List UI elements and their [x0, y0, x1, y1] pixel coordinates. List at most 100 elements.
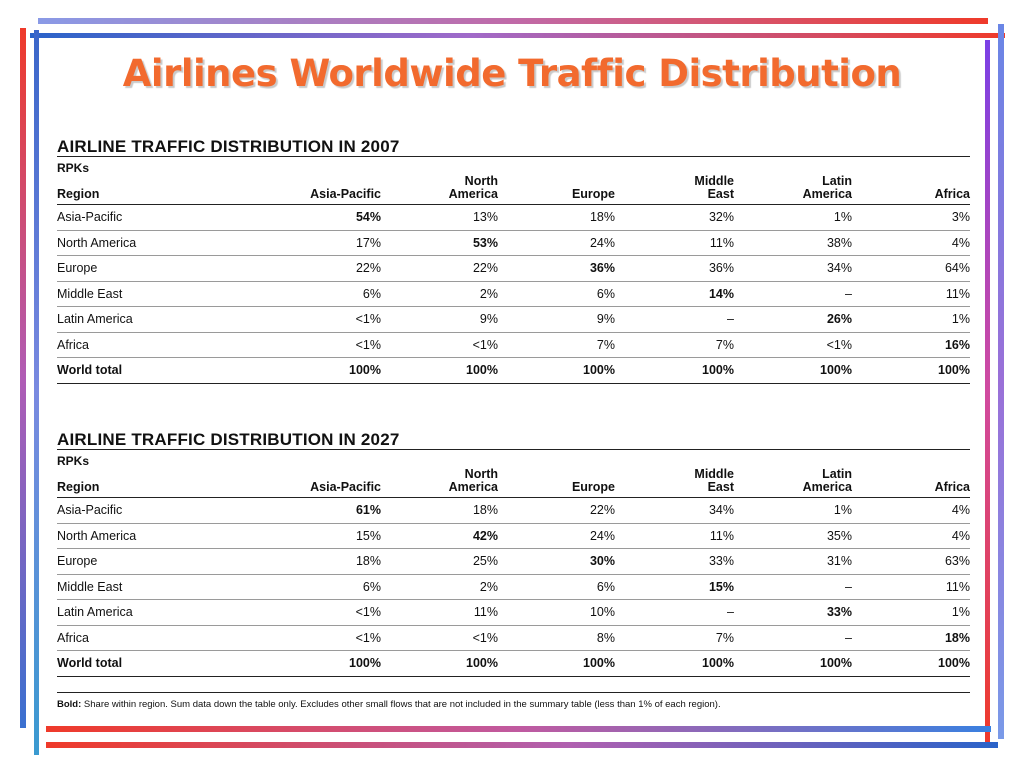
unit-label: RPKs	[57, 161, 90, 175]
table-cell: <1%	[249, 332, 381, 358]
row-region-label: Africa	[57, 625, 249, 651]
table-cell: 1%	[734, 497, 852, 524]
row-region-label: Europe	[57, 548, 249, 575]
traffic-table: Region Asia-Pacific North America Europe …	[57, 468, 970, 677]
table-cell: 4%	[852, 230, 970, 256]
header-europe: Europe	[498, 175, 615, 205]
row-region-label: North America	[57, 230, 249, 256]
table-panel-2007: AIRLINE TRAFFIC DISTRIBUTION IN 2007 RPK…	[57, 137, 970, 384]
table-cell: 54%	[249, 204, 381, 231]
slide-title: Airlines Worldwide Traffic Distribution	[122, 52, 902, 95]
traffic-table: Region Asia-Pacific North America Europe …	[57, 175, 970, 384]
table-cell: 9%	[381, 306, 498, 333]
table-cell: 11%	[381, 599, 498, 626]
frame-bar-top-inner	[30, 33, 1005, 38]
table-cell: 34%	[615, 497, 734, 524]
table-cell: <1%	[249, 599, 381, 626]
table-cell: 25%	[381, 548, 498, 575]
header-asia-pacific: Asia-Pacific	[249, 468, 381, 498]
table-cell: 36%	[615, 255, 734, 282]
footnote-label: Bold:	[57, 699, 82, 710]
table-row: Africa <1% <1% 7% 7% <1% 16%	[57, 332, 970, 358]
header-north-america: North America	[381, 175, 498, 205]
total-cell: 100%	[734, 357, 852, 384]
table-cell: 64%	[852, 255, 970, 282]
table-row: North America 17% 53% 24% 11% 38% 4%	[57, 230, 970, 256]
world-total-row: World total 100% 100% 100% 100% 100% 100%	[57, 650, 970, 677]
total-label: World total	[57, 357, 249, 384]
table-cell: 61%	[249, 497, 381, 524]
frame-bar-right-outer	[998, 24, 1004, 739]
table-cell: 1%	[734, 204, 852, 231]
table-panel-2027: AIRLINE TRAFFIC DISTRIBUTION IN 2027 RPK…	[57, 430, 970, 677]
table-cell: 7%	[615, 625, 734, 651]
table-cell: 34%	[734, 255, 852, 282]
table-cell: 4%	[852, 523, 970, 549]
table-row: Asia-Pacific 61% 18% 22% 34% 1% 4%	[57, 497, 970, 524]
table-cell: 30%	[498, 548, 615, 575]
header-africa: Africa	[852, 468, 970, 498]
header-north-america: North America	[381, 468, 498, 498]
table-cell: 14%	[615, 281, 734, 307]
table-cell: 24%	[498, 230, 615, 256]
total-cell: 100%	[498, 357, 615, 384]
table-row: Africa <1% <1% 8% 7% –18%	[57, 625, 970, 651]
table-cell: <1%	[734, 332, 852, 358]
unit-label: RPKs	[57, 454, 90, 468]
frame-bar-left-inner	[34, 30, 39, 755]
world-total-row: World total 100% 100% 100% 100% 100% 100%	[57, 357, 970, 384]
table-cell: 9%	[498, 306, 615, 333]
header-africa: Africa	[852, 175, 970, 205]
header-europe: Europe	[498, 468, 615, 498]
table-cell: 24%	[498, 523, 615, 549]
header-asia-pacific: Asia-Pacific	[249, 175, 381, 205]
table-cell: <1%	[249, 625, 381, 651]
row-region-label: Asia-Pacific	[57, 497, 249, 524]
table-cell: 11%	[615, 230, 734, 256]
table-row: Latin America <1% 9% 9% –26% 1%	[57, 306, 970, 333]
header-middle-east: Middle East	[615, 175, 734, 205]
table-cell: 42%	[381, 523, 498, 549]
row-region-label: Middle East	[57, 574, 249, 600]
table-row: Middle East 6% 2% 6% 14% –11%	[57, 281, 970, 307]
row-region-label: Africa	[57, 332, 249, 358]
table-body: Asia-Pacific 54% 13% 18% 32% 1% 3% North Americ…	[57, 204, 970, 384]
table-cell: 33%	[615, 548, 734, 575]
table-cell: –	[734, 281, 852, 307]
table-cell: 36%	[498, 255, 615, 282]
total-cell: 100%	[249, 357, 381, 384]
table-cell: 63%	[852, 548, 970, 575]
row-region-label: Latin America	[57, 599, 249, 626]
table-cell: 1%	[852, 599, 970, 626]
table-cell: –	[615, 599, 734, 626]
table-cell: <1%	[381, 332, 498, 358]
footnote: Bold: Share within region. Sum data down…	[57, 692, 970, 711]
table-cell: 35%	[734, 523, 852, 549]
table-cell: 2%	[381, 281, 498, 307]
total-label: World total	[57, 650, 249, 677]
table-cell: 22%	[249, 255, 381, 282]
table-cell: <1%	[249, 306, 381, 333]
row-region-label: Europe	[57, 255, 249, 282]
table-cell: 6%	[498, 281, 615, 307]
table-cell: 18%	[381, 497, 498, 524]
footnote-text: Share within region. Sum data down the t…	[81, 699, 721, 710]
row-region-label: Asia-Pacific	[57, 204, 249, 231]
table-cell: 7%	[498, 332, 615, 358]
header-latin-america: Latin America	[734, 175, 852, 205]
table-cell: 33%	[734, 599, 852, 626]
table-title: AIRLINE TRAFFIC DISTRIBUTION IN 2027	[57, 430, 970, 450]
table-cell: 15%	[615, 574, 734, 600]
table-cell: –	[734, 574, 852, 600]
table-cell: 3%	[852, 204, 970, 231]
total-cell: 100%	[734, 650, 852, 677]
row-region-label: North America	[57, 523, 249, 549]
row-region-label: Middle East	[57, 281, 249, 307]
row-region-label: Latin America	[57, 306, 249, 333]
table-row: Asia-Pacific 54% 13% 18% 32% 1% 3%	[57, 204, 970, 231]
table-row: Europe 22% 22% 36% 36% 34% 64%	[57, 255, 970, 282]
table-cell: 8%	[498, 625, 615, 651]
table-row: Middle East 6% 2% 6% 15% –11%	[57, 574, 970, 600]
table-cell: 18%	[852, 625, 970, 651]
table-title: AIRLINE TRAFFIC DISTRIBUTION IN 2007	[57, 137, 970, 157]
